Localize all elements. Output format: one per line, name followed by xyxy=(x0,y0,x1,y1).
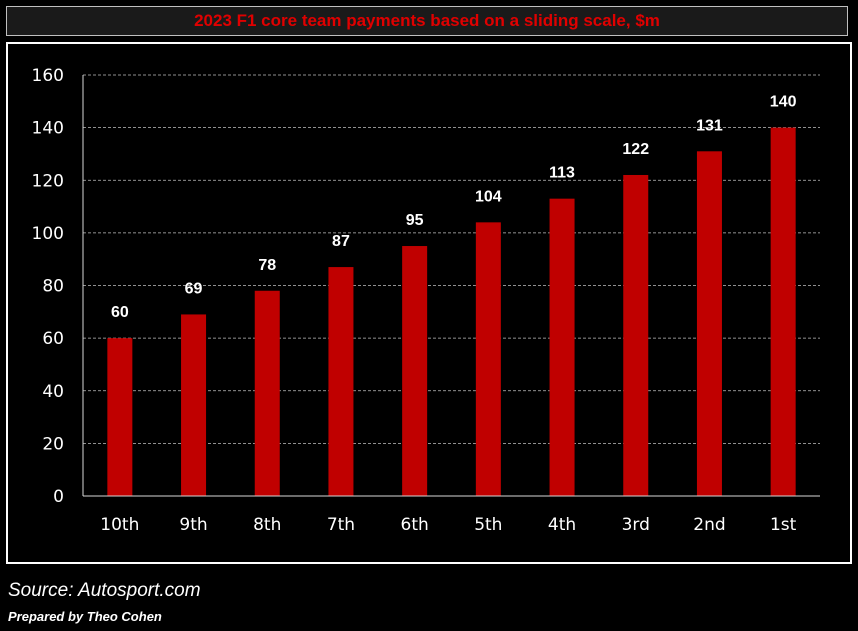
x-tick-label: 9th xyxy=(179,515,207,535)
data-label: 131 xyxy=(696,117,723,134)
x-tick-label: 7th xyxy=(327,515,355,535)
credit-note: Prepared by Theo Cohen xyxy=(8,609,162,624)
x-tick-label: 3rd xyxy=(622,515,650,535)
bar xyxy=(107,338,133,496)
bar xyxy=(549,198,575,496)
data-label: 104 xyxy=(475,188,502,205)
bar xyxy=(181,314,207,496)
x-tick-label: 1st xyxy=(770,515,797,535)
y-tick-label: 80 xyxy=(42,277,64,297)
x-tick-label: 10th xyxy=(100,515,139,535)
data-label: 87 xyxy=(332,233,350,250)
y-tick-label: 20 xyxy=(42,434,64,454)
bar xyxy=(402,246,428,496)
bar xyxy=(328,267,354,496)
bar xyxy=(770,127,796,496)
bar xyxy=(254,290,280,496)
chart-title: 2023 F1 core team payments based on a sl… xyxy=(194,11,660,30)
x-tick-label: 2nd xyxy=(693,515,725,535)
x-tick-label: 8th xyxy=(253,515,281,535)
y-tick-label: 40 xyxy=(42,382,64,402)
data-label: 69 xyxy=(185,280,203,297)
data-label: 113 xyxy=(549,165,575,182)
bar xyxy=(623,174,649,497)
data-label: 140 xyxy=(770,94,797,111)
y-tick-label: 100 xyxy=(32,224,64,244)
chart-title-box: 2023 F1 core team payments based on a sl… xyxy=(6,6,848,36)
y-tick-label: 140 xyxy=(32,119,64,139)
data-label: 122 xyxy=(622,141,649,158)
bar xyxy=(475,222,501,496)
y-tick-label: 120 xyxy=(32,171,64,191)
x-tick-label: 5th xyxy=(474,515,502,535)
data-label: 95 xyxy=(406,212,424,229)
bar xyxy=(696,151,722,496)
source-note: Source: Autosport.com xyxy=(8,580,201,601)
y-tick-label: 60 xyxy=(42,329,64,349)
data-label: 78 xyxy=(258,257,276,274)
data-label: 60 xyxy=(111,304,129,321)
y-tick-label: 160 xyxy=(32,66,64,86)
x-tick-label: 6th xyxy=(401,515,429,535)
x-tick-label: 4th xyxy=(548,515,576,535)
y-tick-label: 0 xyxy=(53,487,64,507)
